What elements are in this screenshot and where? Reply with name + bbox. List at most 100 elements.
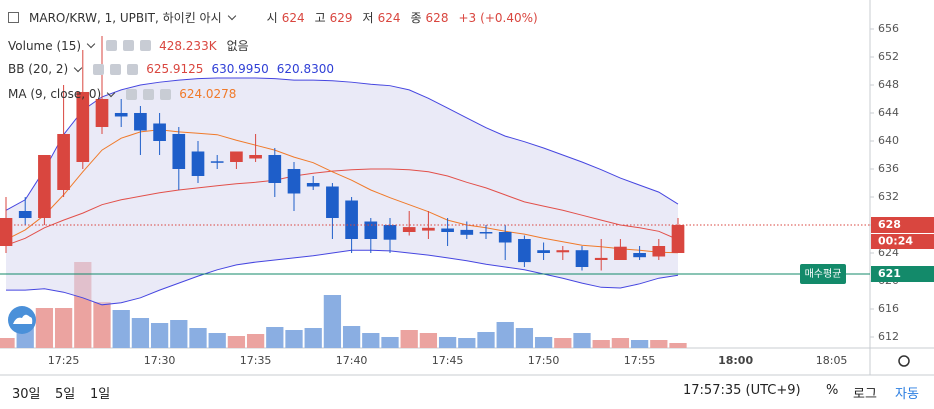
candle-body bbox=[191, 151, 205, 176]
x-tick-label: 17:50 bbox=[528, 354, 560, 367]
volume-bar bbox=[611, 338, 630, 348]
change: +3 bbox=[458, 10, 477, 25]
log-button[interactable]: 로그 bbox=[853, 387, 877, 402]
chevron[interactable] bbox=[86, 39, 96, 49]
indicator-name[interactable]: BB (20, 2) bbox=[8, 62, 69, 76]
tag-label: 매수평균 bbox=[805, 268, 842, 280]
chevron[interactable] bbox=[227, 11, 236, 21]
eye-icon[interactable] bbox=[93, 63, 105, 75]
volume-bar bbox=[227, 336, 246, 348]
bb-legend: BB (20, 2) 625.9125 630.9950 620.8300 bbox=[8, 62, 334, 76]
bb-lower bbox=[6, 249, 679, 306]
collapse-icon[interactable] bbox=[8, 12, 19, 23]
y-tick-label: 640 bbox=[878, 134, 899, 147]
ohlc-label: 종 bbox=[410, 11, 422, 25]
candle-body bbox=[460, 229, 474, 235]
candle-body bbox=[114, 112, 128, 117]
candle-body bbox=[95, 98, 109, 127]
volume-bar bbox=[477, 331, 495, 348]
countdown: 00:24 bbox=[878, 234, 913, 247]
ohlc-label: 저 bbox=[362, 11, 374, 25]
price-label: 628 bbox=[878, 218, 901, 231]
candle-body bbox=[383, 224, 397, 240]
range-button[interactable]: 1일 bbox=[90, 387, 111, 402]
gear-icon[interactable] bbox=[123, 40, 135, 51]
indicator-value: 428.233K bbox=[159, 38, 217, 53]
candle-body bbox=[57, 133, 70, 190]
volume-bar bbox=[93, 301, 111, 348]
volume-bar bbox=[285, 329, 303, 348]
volume-bar bbox=[35, 308, 54, 348]
clock: 17:57:35 (UTC+9) bbox=[683, 383, 801, 398]
y-tick-label: 652 bbox=[878, 50, 899, 63]
gear-icon[interactable] bbox=[143, 88, 155, 100]
volume-bar bbox=[554, 338, 572, 348]
candle-body bbox=[633, 253, 646, 258]
volume-bar bbox=[400, 329, 418, 348]
chevron[interactable] bbox=[73, 63, 83, 72]
candle-body bbox=[345, 200, 358, 240]
candle-body bbox=[364, 221, 378, 240]
candle-body bbox=[18, 210, 32, 218]
eye-icon[interactable] bbox=[106, 40, 118, 51]
symbol-legend: MARO/KRW, 1, UPBIT, 하이킨 아시 시 624 고 629 저 62… bbox=[8, 9, 538, 26]
candle-body bbox=[268, 154, 282, 183]
indicator-value: 630.9950 bbox=[211, 62, 269, 76]
candle-body bbox=[153, 123, 166, 141]
volume-bar bbox=[630, 339, 649, 348]
symbol-title[interactable]: MARO/KRW, 1, UPBIT, 하이킨 아시 bbox=[29, 11, 222, 25]
candle-body bbox=[518, 239, 531, 263]
indicator-name[interactable]: Volume (15) bbox=[8, 38, 82, 53]
logo-icon bbox=[13, 314, 33, 324]
ohlc-value: 628 bbox=[425, 10, 449, 25]
indicator-name[interactable]: MA (9, close, 0) bbox=[8, 87, 102, 101]
close-icon[interactable] bbox=[140, 40, 152, 51]
candle-body bbox=[594, 257, 608, 261]
bb-basis bbox=[5, 168, 679, 246]
ma-legend: MA (9, close, 0) 624.0278 bbox=[8, 87, 236, 101]
volume-bar bbox=[381, 336, 399, 348]
settings-icon[interactable] bbox=[898, 355, 910, 367]
auto-button[interactable]: 자동 bbox=[895, 387, 919, 402]
candle-body bbox=[134, 112, 147, 131]
volume-bar bbox=[170, 319, 188, 348]
volume-bar bbox=[650, 339, 668, 348]
ohlc-value: 629 bbox=[329, 10, 353, 25]
candle-body bbox=[230, 151, 243, 162]
price-label: 621 bbox=[878, 267, 901, 280]
volume-bar bbox=[496, 321, 514, 348]
indicator-value: 620.8300 bbox=[276, 62, 334, 76]
y-tick-label: 648 bbox=[878, 78, 899, 91]
eye-icon[interactable] bbox=[126, 88, 138, 100]
candle-body bbox=[671, 224, 685, 254]
gear-icon[interactable] bbox=[110, 63, 122, 75]
percent-button[interactable]: % bbox=[826, 383, 839, 398]
candle-body bbox=[287, 168, 301, 194]
candle-body bbox=[172, 133, 186, 169]
indicator-value: 625.9125 bbox=[146, 62, 204, 76]
candle-body bbox=[498, 232, 512, 243]
volume-bar bbox=[438, 336, 457, 348]
close-icon[interactable] bbox=[127, 63, 139, 75]
close-icon[interactable] bbox=[160, 88, 172, 100]
candle-body bbox=[422, 227, 435, 231]
range-button[interactable]: 5일 bbox=[55, 387, 76, 402]
volume-bar bbox=[458, 338, 476, 348]
ma-line bbox=[5, 129, 679, 254]
x-tick-label: 17:25 bbox=[48, 354, 80, 367]
candle-body bbox=[575, 250, 589, 268]
bb-upper bbox=[5, 77, 679, 211]
candle-body bbox=[76, 91, 90, 162]
volume-bar bbox=[534, 336, 553, 348]
volume-legend: Volume (15) 428.233K 없음 bbox=[8, 37, 249, 54]
volume-bar bbox=[208, 333, 226, 348]
volume-bar bbox=[131, 318, 150, 348]
tag-box bbox=[800, 264, 846, 285]
chevron[interactable] bbox=[106, 88, 116, 97]
change-pct: (+0.40%) bbox=[480, 10, 538, 25]
ohlc-value: 624 bbox=[281, 10, 305, 25]
range-button[interactable]: 30일 bbox=[12, 387, 41, 402]
y-tick-label: 644 bbox=[878, 106, 899, 119]
volume-bar bbox=[54, 308, 73, 348]
